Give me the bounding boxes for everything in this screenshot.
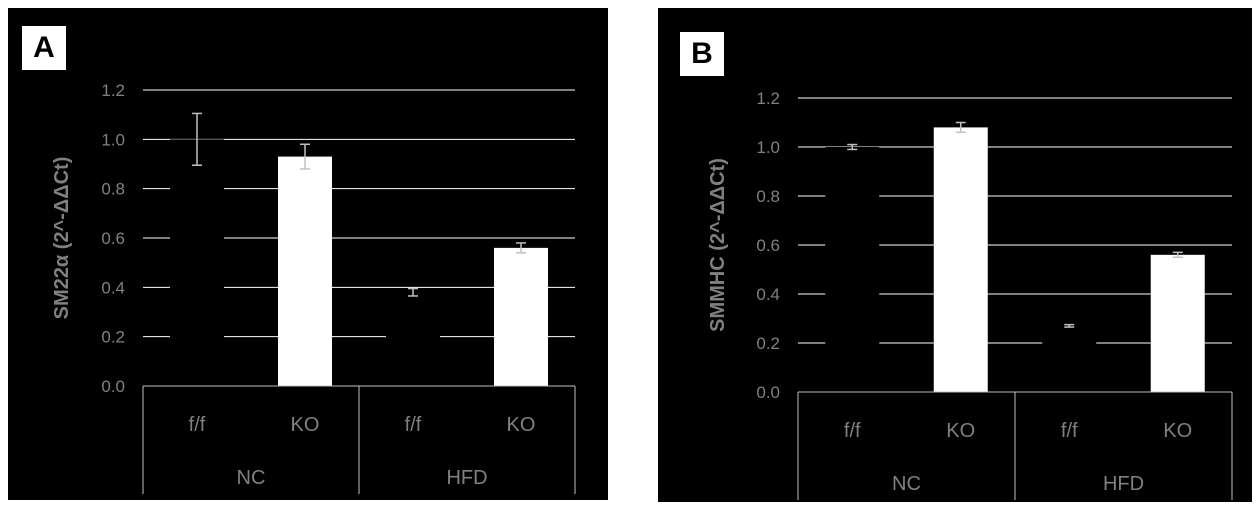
y-tick-label: 0.2 bbox=[756, 334, 780, 353]
bar bbox=[494, 247, 548, 386]
y-tick-label: 0.8 bbox=[756, 187, 780, 206]
x-category-label: f/f bbox=[189, 414, 206, 436]
chart-b-svg: 0.0 0.2 0.4 0.6 0.8 1.0 1.2 SMMHC (2^-ΔΔCt) f/f K… bbox=[707, 89, 1233, 500]
bar bbox=[825, 147, 880, 392]
bar bbox=[1150, 254, 1205, 392]
x-group-label: HFD bbox=[1103, 473, 1144, 495]
bar bbox=[933, 127, 988, 393]
y-tick-label: 0.8 bbox=[101, 180, 125, 199]
x-category-label: KO bbox=[291, 414, 320, 436]
chart-panel-b: B 0.0 0.2 0.4 0.6 0.8 1.0 1.2 SMMHC (2^-ΔΔCt) f/… bbox=[658, 8, 1252, 502]
y-tick-label: 0.2 bbox=[101, 328, 125, 347]
bar bbox=[170, 139, 224, 386]
x-group-label: NC bbox=[237, 467, 266, 489]
x-category-label: KO bbox=[1163, 420, 1192, 442]
y-axis-label: SMMHC (2^-ΔΔCt) bbox=[707, 158, 729, 332]
chart-panel-a: A 0.0 0.2 0.4 0.6 0.8 1.0 1.2 SM22α (2^-ΔΔCt) f/… bbox=[8, 8, 608, 500]
x-category-label: f/f bbox=[844, 420, 861, 442]
x-category-label: KO bbox=[507, 414, 536, 436]
x-group-label: HFD bbox=[446, 467, 487, 489]
y-tick-label: 1.2 bbox=[756, 89, 780, 108]
y-tick-label: 0.6 bbox=[101, 229, 125, 248]
y-tick-label: 1.0 bbox=[756, 138, 780, 157]
y-tick-label: 1.2 bbox=[101, 81, 125, 100]
bar bbox=[1042, 325, 1097, 392]
y-tick-label: 0.0 bbox=[756, 383, 780, 402]
panel-label-a: A bbox=[22, 26, 66, 70]
x-category-label: KO bbox=[946, 420, 975, 442]
y-axis-label: SM22α (2^-ΔΔCt) bbox=[51, 157, 73, 320]
y-tick-label: 1.0 bbox=[101, 130, 125, 149]
x-category-label: f/f bbox=[405, 414, 422, 436]
bar bbox=[278, 156, 332, 386]
y-tick-label: 0.4 bbox=[101, 278, 125, 297]
y-tick-label: 0.0 bbox=[101, 377, 125, 396]
x-category-label: f/f bbox=[1061, 420, 1078, 442]
y-tick-label: 0.6 bbox=[756, 236, 780, 255]
panel-label-b: B bbox=[680, 32, 724, 76]
bar bbox=[386, 292, 440, 386]
chart-a-svg: 0.0 0.2 0.4 0.6 0.8 1.0 1.2 SM22α (2^-ΔΔCt) f/f K… bbox=[51, 81, 576, 494]
x-group-label: NC bbox=[892, 473, 921, 495]
y-tick-label: 0.4 bbox=[756, 285, 780, 304]
